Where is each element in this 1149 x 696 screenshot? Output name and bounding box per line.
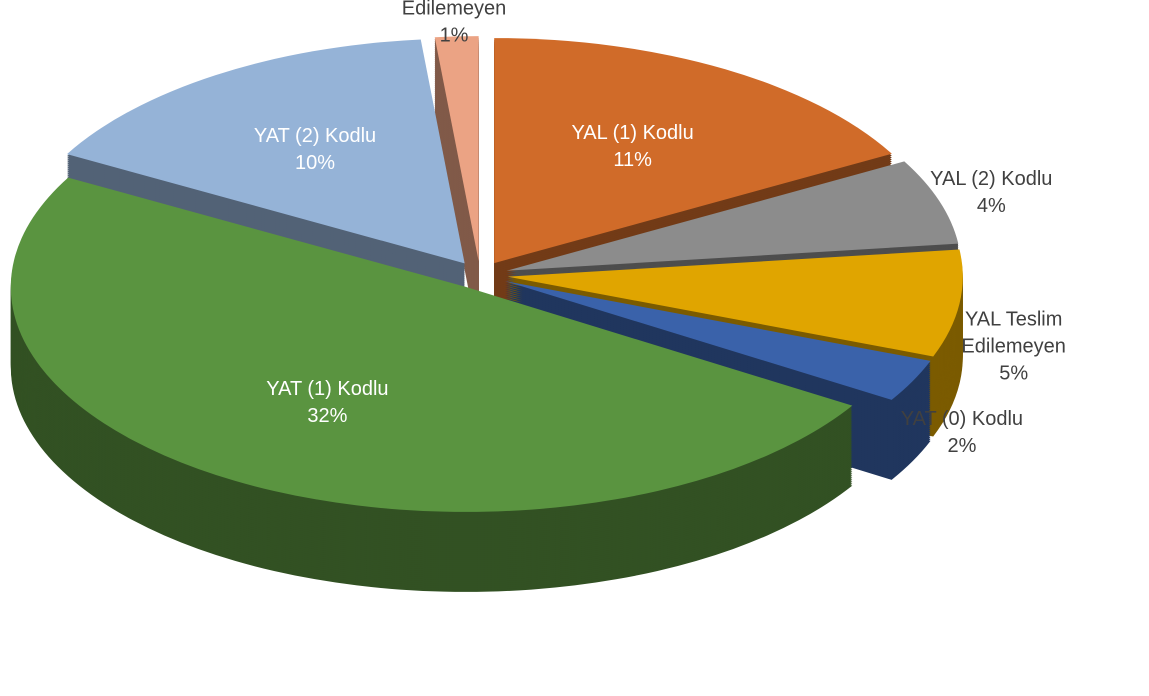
category-label: YAL (1) Kodlu <box>571 121 694 144</box>
slice <box>506 161 959 271</box>
slice <box>494 38 892 264</box>
value-label: 1% <box>439 24 469 47</box>
category-label: YAL Teslim Edilemeyen <box>961 308 1066 358</box>
slice <box>505 281 931 400</box>
category-label: YAT (1) Kodlu <box>266 378 389 401</box>
data-label: YAT (2) Kodlu 10% <box>215 123 415 177</box>
data-label: YAT (1) Kodlu 32% <box>227 376 427 430</box>
slice <box>10 177 853 512</box>
value-label: 5% <box>999 362 1029 385</box>
value-label: 2% <box>947 434 977 457</box>
data-label: YAL (1) Kodlu 11% <box>533 120 733 174</box>
data-label: YAL Teslim Edilemeyen 5% <box>914 307 1114 388</box>
category-label: YAT Teslim Edilemeyen <box>401 0 507 20</box>
category-label: YAT (2) Kodlu <box>253 125 377 148</box>
slice <box>434 36 479 262</box>
category-label: YAT (0) Kodlu <box>900 407 1024 430</box>
value-label: 32% <box>307 405 348 428</box>
data-label: YAT (0) Kodlu 2% <box>862 406 1062 460</box>
value-label: 11% <box>613 148 652 171</box>
category-label: YAL (2) Kodlu <box>930 167 1053 190</box>
value-label: 10% <box>295 152 336 175</box>
slice <box>507 249 963 357</box>
data-label: YAL (2) Kodlu 4% <box>891 166 1091 220</box>
data-label: YAT Teslim Edilemeyen 1% <box>354 0 554 50</box>
value-label: 4% <box>976 194 1006 217</box>
slice <box>67 39 465 264</box>
